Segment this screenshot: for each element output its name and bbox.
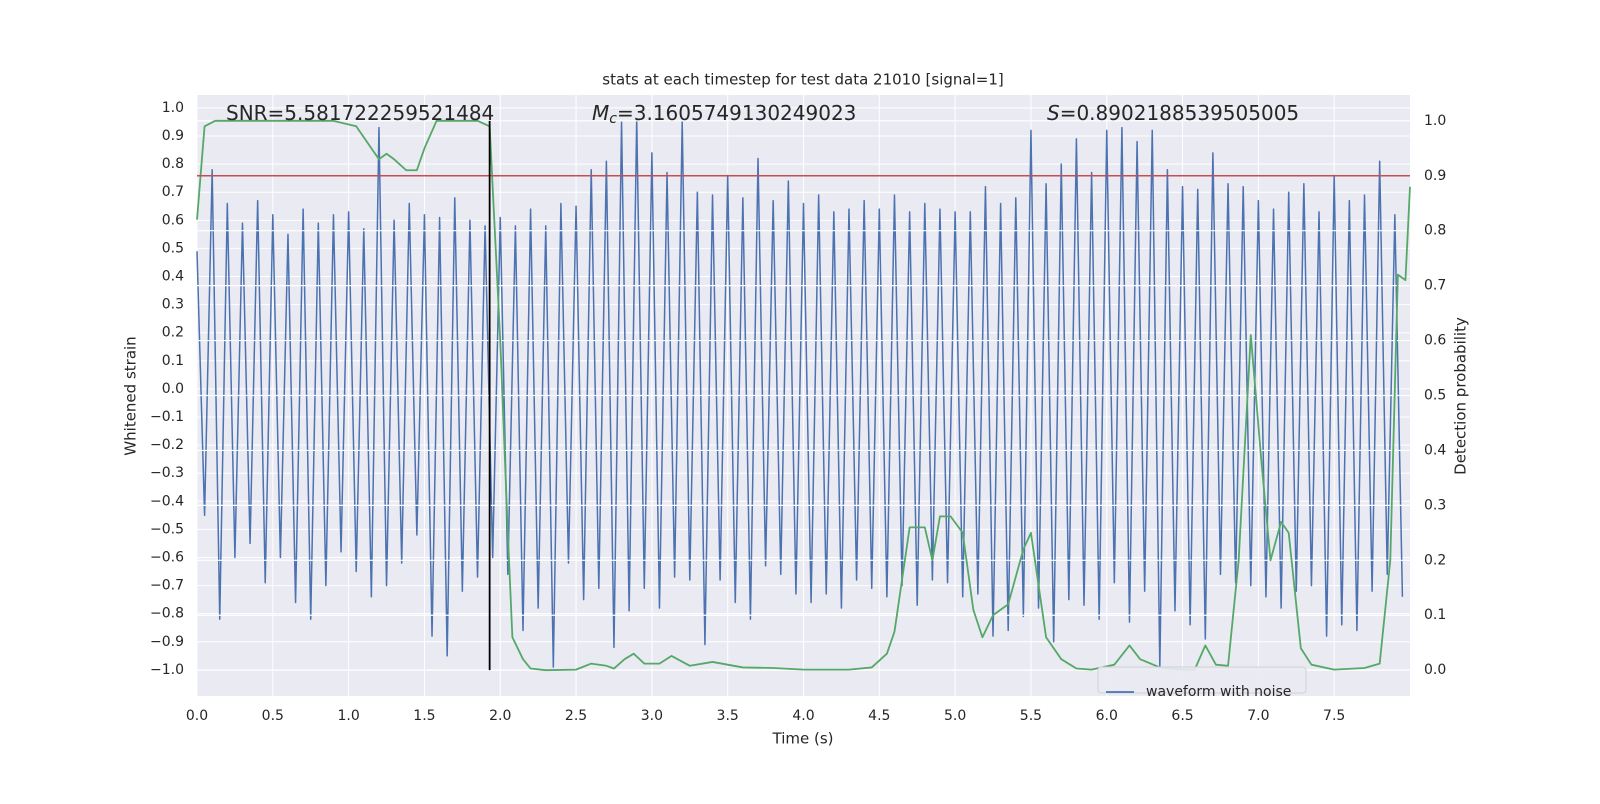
y2-axis-label: Detection probability <box>1452 317 1470 475</box>
y-tick-label: −0.8 <box>150 606 184 622</box>
x-tick-label: 7.0 <box>1247 708 1269 724</box>
x-tick-label: 7.5 <box>1323 708 1345 724</box>
y-tick-label: −0.1 <box>150 409 184 425</box>
y-tick-label: −0.6 <box>150 549 184 565</box>
y-tick-label: −0.9 <box>150 634 184 650</box>
y-tick-label: −0.3 <box>150 465 184 481</box>
data-layer <box>196 118 1404 668</box>
y-tick-label: 0.9 <box>162 128 184 144</box>
y2-tick-label: 0.6 <box>1424 333 1446 349</box>
x-tick-label: 3.5 <box>717 708 739 724</box>
y-tick-label: 0.8 <box>162 156 184 172</box>
y-tick-label: 0.7 <box>162 184 184 200</box>
y2-tick-label: 0.2 <box>1424 552 1446 568</box>
y-tick-label: 0.2 <box>162 325 184 341</box>
y-tick-label: 0.4 <box>162 269 184 285</box>
over-layer: SNR=5.581722259521484 Mc=3.16057491302490… <box>196 101 1411 700</box>
x-tick-label: 3.0 <box>641 708 663 724</box>
y-tick-label: 0.0 <box>162 381 184 397</box>
y2-tick-label: 0.0 <box>1424 662 1446 678</box>
y-tick-label: 0.6 <box>162 212 184 228</box>
y2-tick-label: 0.7 <box>1424 278 1446 294</box>
x-tick-label: 6.5 <box>1171 708 1193 724</box>
x-tick-label: 0.5 <box>262 708 284 724</box>
x-tick-label: 1.5 <box>413 708 435 724</box>
x-tick-label: 4.5 <box>868 708 890 724</box>
x-tick-label: 6.0 <box>1096 708 1118 724</box>
y2-tick-label: 1.0 <box>1424 113 1446 129</box>
y-tick-label: 0.5 <box>162 240 184 256</box>
series-line <box>196 118 1404 668</box>
annotation: Mc=3.1605749130249023 <box>592 101 856 128</box>
y2-tick-label: 0.3 <box>1424 497 1446 513</box>
annotation: S=0.8902188539505005 <box>1047 101 1299 125</box>
series-line <box>196 119 1411 672</box>
legend-box <box>1097 666 1307 694</box>
y2-tick-label: 0.8 <box>1424 223 1446 239</box>
y-tick-label: 0.1 <box>162 353 184 369</box>
annotation-text: SNR=5.581722259521484 <box>226 101 494 125</box>
x-tick-label: 1.0 <box>337 708 359 724</box>
y-tick-label: 1.0 <box>162 100 184 116</box>
y2-tick-label: 0.4 <box>1424 442 1446 458</box>
x-axis-label: Time (s) <box>772 730 834 748</box>
annotation-symbol: S <box>1047 101 1060 125</box>
x-tick-label: 5.5 <box>1020 708 1042 724</box>
x-tick-label: 0.0 <box>186 708 208 724</box>
y-tick-label: −0.7 <box>150 578 184 594</box>
y-tick-label: −1.0 <box>150 662 184 678</box>
annotation-text: =3.1605749130249023 <box>617 101 856 125</box>
chart-title: stats at each timestep for test data 210… <box>602 71 1003 89</box>
y2-tick-label: 0.9 <box>1424 168 1446 184</box>
y2-tick-label: 0.1 <box>1424 607 1446 623</box>
y-tick-label: −0.5 <box>150 521 184 537</box>
y-axis-label: Whitened strain <box>122 336 140 455</box>
x-tick-label: 5.0 <box>944 708 966 724</box>
y-tick-label: −0.4 <box>150 493 184 509</box>
annotation: SNR=5.581722259521484 <box>226 101 494 125</box>
annotation-text: =0.8902188539505005 <box>1060 101 1299 125</box>
y-tick-label: −0.2 <box>150 437 184 453</box>
x-tick-label: 4.0 <box>792 708 814 724</box>
legend-label: waveform with noise <box>1146 684 1291 700</box>
y-tick-label: 0.3 <box>162 297 184 313</box>
x-tick-label: 2.0 <box>489 708 511 724</box>
annotation-subscript: c <box>609 111 617 127</box>
x-tick-label: 2.5 <box>565 708 587 724</box>
y2-tick-label: 0.5 <box>1424 388 1446 404</box>
annotation-symbol: M <box>592 101 609 125</box>
